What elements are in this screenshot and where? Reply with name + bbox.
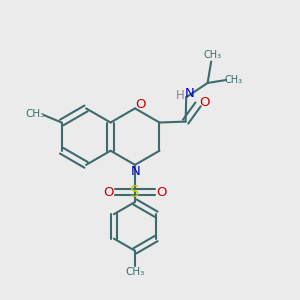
Text: O: O	[157, 186, 167, 199]
Text: O: O	[103, 186, 113, 199]
Text: CH₃: CH₃	[204, 50, 222, 60]
Text: CH₃: CH₃	[26, 109, 45, 118]
Text: N: N	[131, 165, 141, 178]
Text: N: N	[185, 87, 195, 100]
Text: O: O	[135, 98, 145, 111]
Text: CH₃: CH₃	[125, 267, 145, 277]
Text: S: S	[130, 185, 140, 200]
Text: H: H	[176, 89, 184, 102]
Text: CH₃: CH₃	[225, 75, 243, 85]
Text: O: O	[199, 96, 209, 110]
